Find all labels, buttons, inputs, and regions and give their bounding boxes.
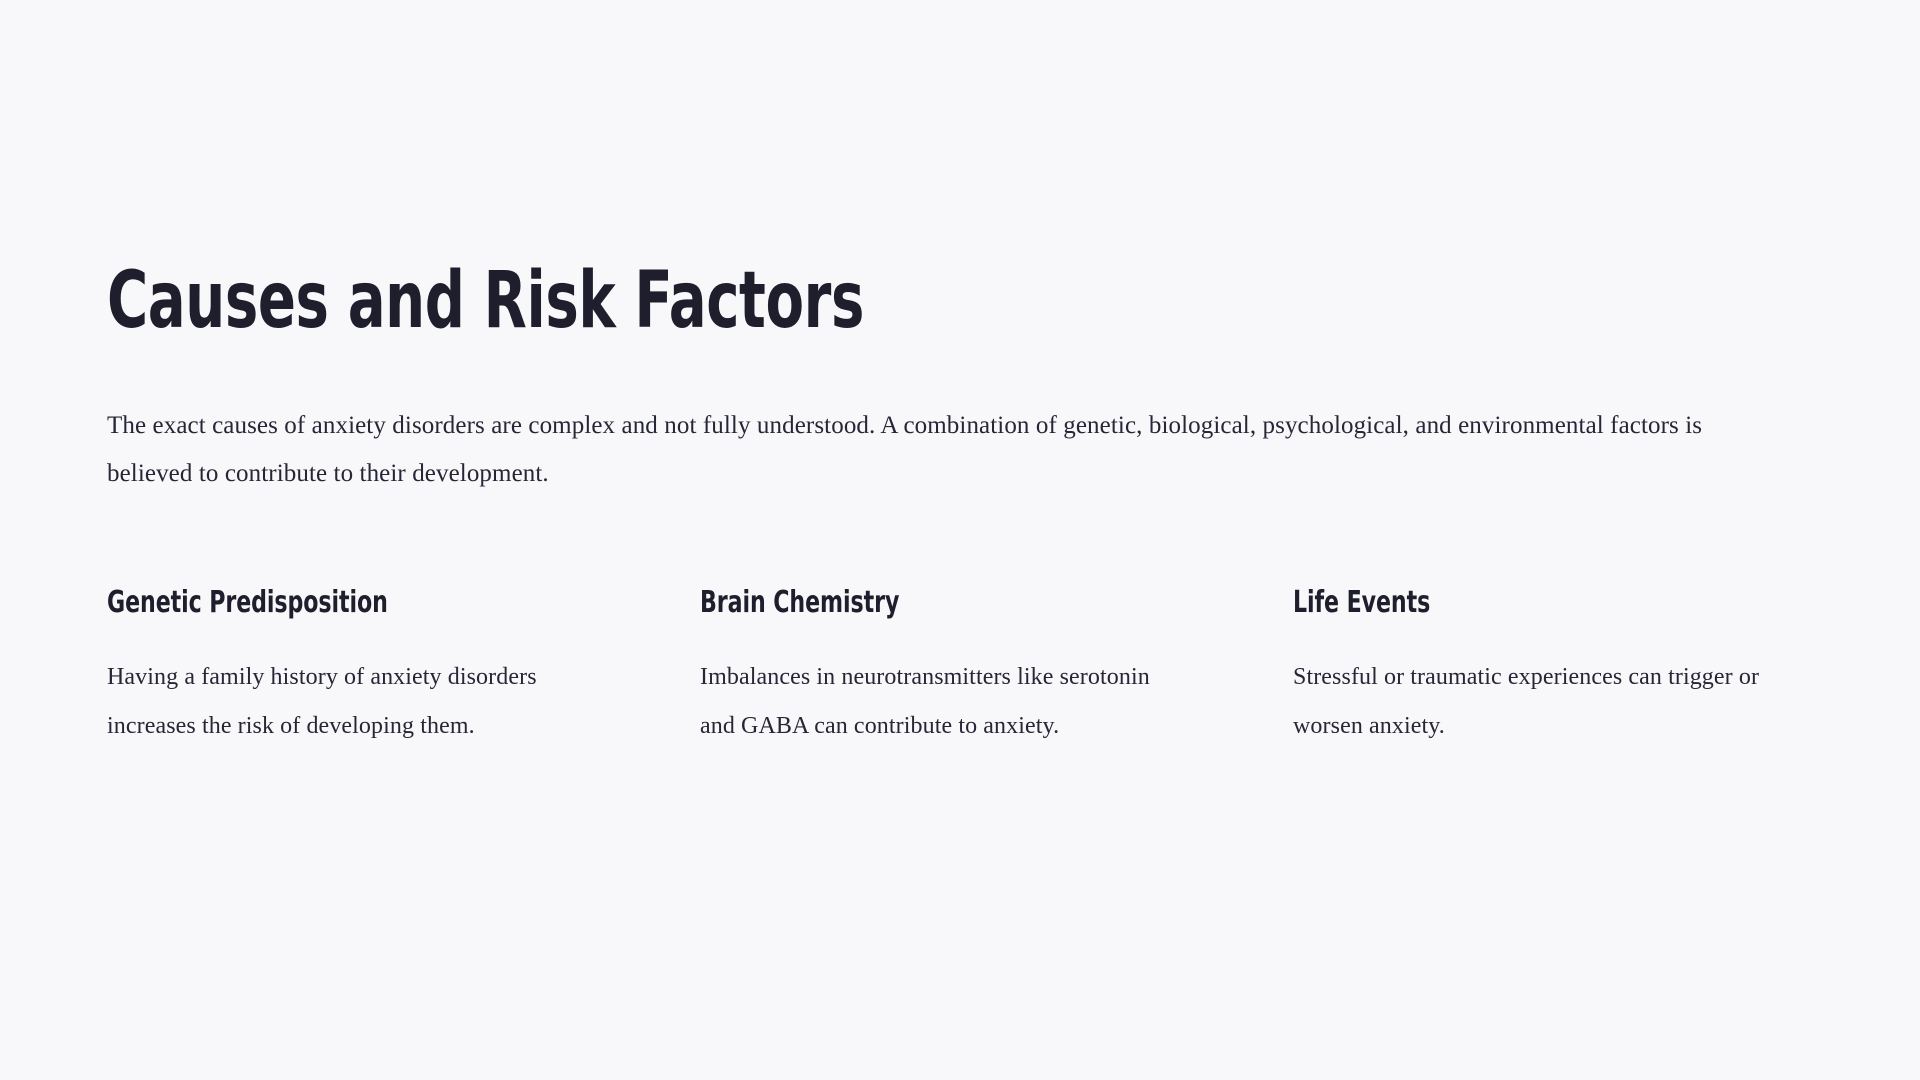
card-title: Brain Chemistry	[700, 585, 900, 620]
risk-factor-card-genetic-predisposition: Genetic Predisposition Having a family h…	[107, 586, 587, 751]
section-intro-paragraph: The exact causes of anxiety disorders ar…	[107, 412, 1703, 487]
risk-factor-card-list: Genetic Predisposition Having a family h…	[107, 586, 1807, 751]
card-body-text: Stressful or traumatic experiences can t…	[1293, 664, 1760, 739]
card-title: Genetic Predisposition	[107, 585, 388, 620]
card-body-text: Imbalances in neurotransmitters like ser…	[700, 664, 1150, 739]
card-body-text: Having a family history of anxiety disor…	[107, 664, 537, 739]
risk-factor-card-brain-chemistry: Brain Chemistry Imbalances in neurotrans…	[700, 586, 1180, 751]
risk-factor-card-life-events: Life Events Stressful or traumatic exper…	[1293, 586, 1773, 751]
card-title: Life Events	[1293, 585, 1431, 620]
page-title: Causes and Risk Factors	[107, 256, 864, 346]
content-container: Causes and Risk Factors The exact causes…	[107, 0, 1807, 751]
